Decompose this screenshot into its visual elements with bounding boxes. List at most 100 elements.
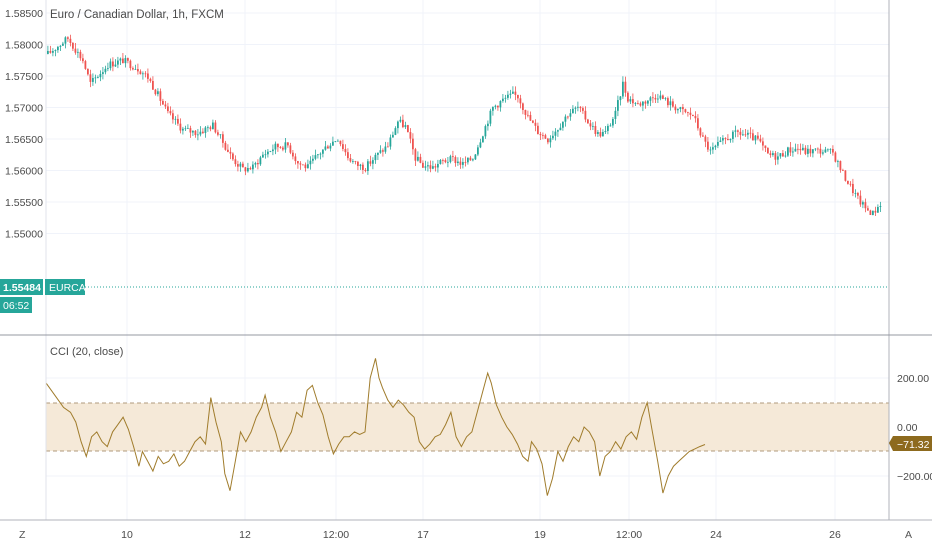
candle-body — [342, 144, 344, 149]
candle-body — [552, 135, 554, 139]
candle-body — [459, 161, 462, 165]
candle-body — [509, 93, 512, 95]
indicator-tick-label: 200.00 — [897, 373, 929, 385]
countdown-badge: 06:52 — [0, 297, 32, 313]
candle-body — [519, 98, 522, 104]
candle-body — [527, 114, 529, 116]
candle-body — [789, 147, 792, 153]
candle-body — [872, 210, 874, 215]
cci-line — [45, 358, 706, 496]
candle-body — [237, 164, 239, 167]
candle-body — [729, 138, 732, 141]
candle-body — [669, 101, 672, 106]
candle-body — [562, 121, 564, 128]
candle-body — [179, 123, 182, 131]
candle-body — [654, 97, 657, 100]
candle-body — [492, 106, 494, 111]
candle-body — [607, 125, 609, 131]
candle-body — [549, 138, 552, 143]
candle-body — [94, 77, 97, 79]
candle-body — [504, 97, 507, 99]
candle-body — [569, 113, 572, 117]
candle-body — [309, 160, 312, 165]
candle-body — [842, 170, 844, 171]
candle-body — [627, 92, 629, 102]
candle-body — [747, 132, 749, 135]
candle-body — [222, 134, 224, 143]
candle-body — [232, 153, 234, 160]
candle-body — [79, 51, 82, 59]
candle-body — [149, 78, 152, 81]
candle-body — [517, 94, 519, 99]
time-tick-label: 12:00 — [323, 529, 349, 541]
candle-body — [182, 128, 184, 131]
candle-body — [774, 153, 777, 160]
candle-body — [282, 147, 284, 150]
candle-body — [49, 51, 52, 53]
candle-body — [599, 132, 602, 137]
zoom-button[interactable]: Z — [19, 529, 26, 541]
candle-body — [524, 109, 527, 115]
time-tick-label: 10 — [121, 529, 133, 541]
candle-body — [447, 161, 449, 163]
candle-body — [704, 136, 707, 142]
candle-body — [289, 145, 292, 153]
candle-body — [624, 81, 627, 93]
candle-body — [389, 137, 392, 147]
candle-body — [144, 73, 147, 75]
candle-body — [399, 119, 402, 122]
candle-body — [794, 148, 797, 152]
candle-body — [764, 145, 767, 149]
candle-body — [327, 146, 329, 149]
candle-body — [839, 161, 842, 171]
auto-scale-button[interactable]: A — [905, 529, 912, 541]
candle-body — [234, 159, 237, 165]
candle-body — [832, 148, 834, 153]
candle-body — [229, 151, 232, 154]
candle-body — [622, 81, 624, 97]
candle-body — [302, 164, 304, 166]
candle-body — [612, 118, 614, 126]
candle-body — [109, 61, 112, 69]
candle-body — [122, 58, 124, 64]
candle-body — [434, 166, 437, 168]
candle-body — [157, 91, 159, 95]
candle-body — [97, 77, 99, 78]
candle-body — [357, 161, 359, 166]
price-tick-label: 1.56500 — [5, 134, 43, 146]
candle-body — [592, 125, 594, 127]
candle-body — [762, 141, 764, 146]
price-grid — [46, 12, 889, 234]
candle-body — [239, 163, 242, 167]
candle-body — [542, 135, 544, 136]
candle-body — [374, 154, 377, 161]
candle-body — [587, 119, 589, 124]
candle-body — [819, 148, 822, 154]
candle-body — [402, 119, 404, 128]
candle-body — [799, 148, 802, 151]
candle-body — [114, 64, 117, 67]
candle-body — [759, 138, 762, 142]
candle-body — [539, 134, 542, 136]
candle-body — [184, 128, 187, 130]
price-tick-label: 1.55500 — [5, 197, 43, 209]
candle-body — [567, 116, 569, 118]
candle-body — [804, 147, 807, 154]
candle-body — [454, 157, 457, 163]
candle-body — [154, 89, 157, 95]
candle-body — [462, 162, 464, 165]
candle-body — [614, 110, 617, 119]
candle-body — [287, 142, 289, 146]
candle-body — [487, 123, 489, 127]
candle-body — [82, 58, 84, 62]
countdown-value: 06:52 — [3, 300, 29, 312]
candle-body — [422, 162, 424, 168]
candle-body — [192, 130, 194, 133]
candle-body — [477, 147, 479, 155]
candle-body — [649, 97, 652, 101]
candle-body — [439, 160, 442, 164]
candle-body — [334, 141, 337, 142]
symbol-title: Euro / Canadian Dollar, 1h, FXCM — [50, 9, 224, 21]
candle-body — [664, 98, 667, 99]
